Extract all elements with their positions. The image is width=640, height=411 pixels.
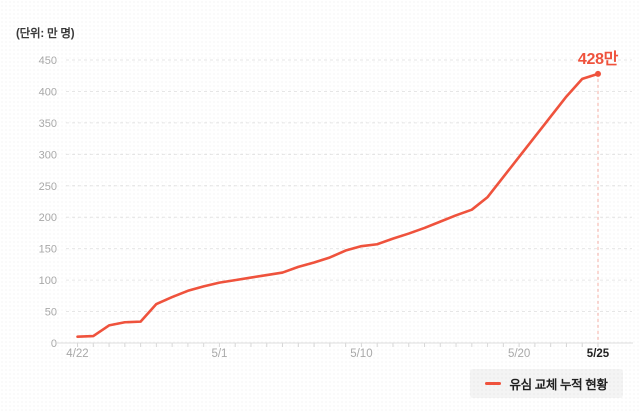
- x-axis-label: 5/1: [211, 348, 227, 360]
- unit-label: (단위: 만 명): [16, 28, 75, 40]
- x-axis-label: 5/20: [508, 348, 530, 360]
- legend-label: 유심 교체 누적 현황: [509, 378, 608, 392]
- legend-line-swatch: [485, 382, 502, 385]
- y-axis-label: 0: [51, 338, 57, 350]
- y-axis-label: 250: [39, 181, 57, 193]
- series-line: [76, 72, 600, 339]
- endpoint-marker: [595, 70, 601, 77]
- peak-annotation: 428만: [577, 51, 619, 68]
- y-axis-label: 400: [39, 86, 57, 98]
- y-axis-label: 200: [39, 212, 57, 224]
- y-axis-label: 450: [39, 55, 57, 67]
- x-axis-label: 4/22: [66, 348, 88, 360]
- legend: 유심 교체 누적 현황: [470, 369, 623, 398]
- x-axis-label: 5/10: [350, 348, 372, 360]
- x-axis-label: 5/25: [587, 348, 610, 360]
- y-axis-label: 350: [39, 118, 57, 130]
- y-axis-label: 150: [39, 244, 57, 256]
- y-axis-label: 300: [39, 149, 57, 161]
- y-axis-label: 100: [39, 275, 57, 287]
- y-axis-label: 50: [45, 307, 57, 319]
